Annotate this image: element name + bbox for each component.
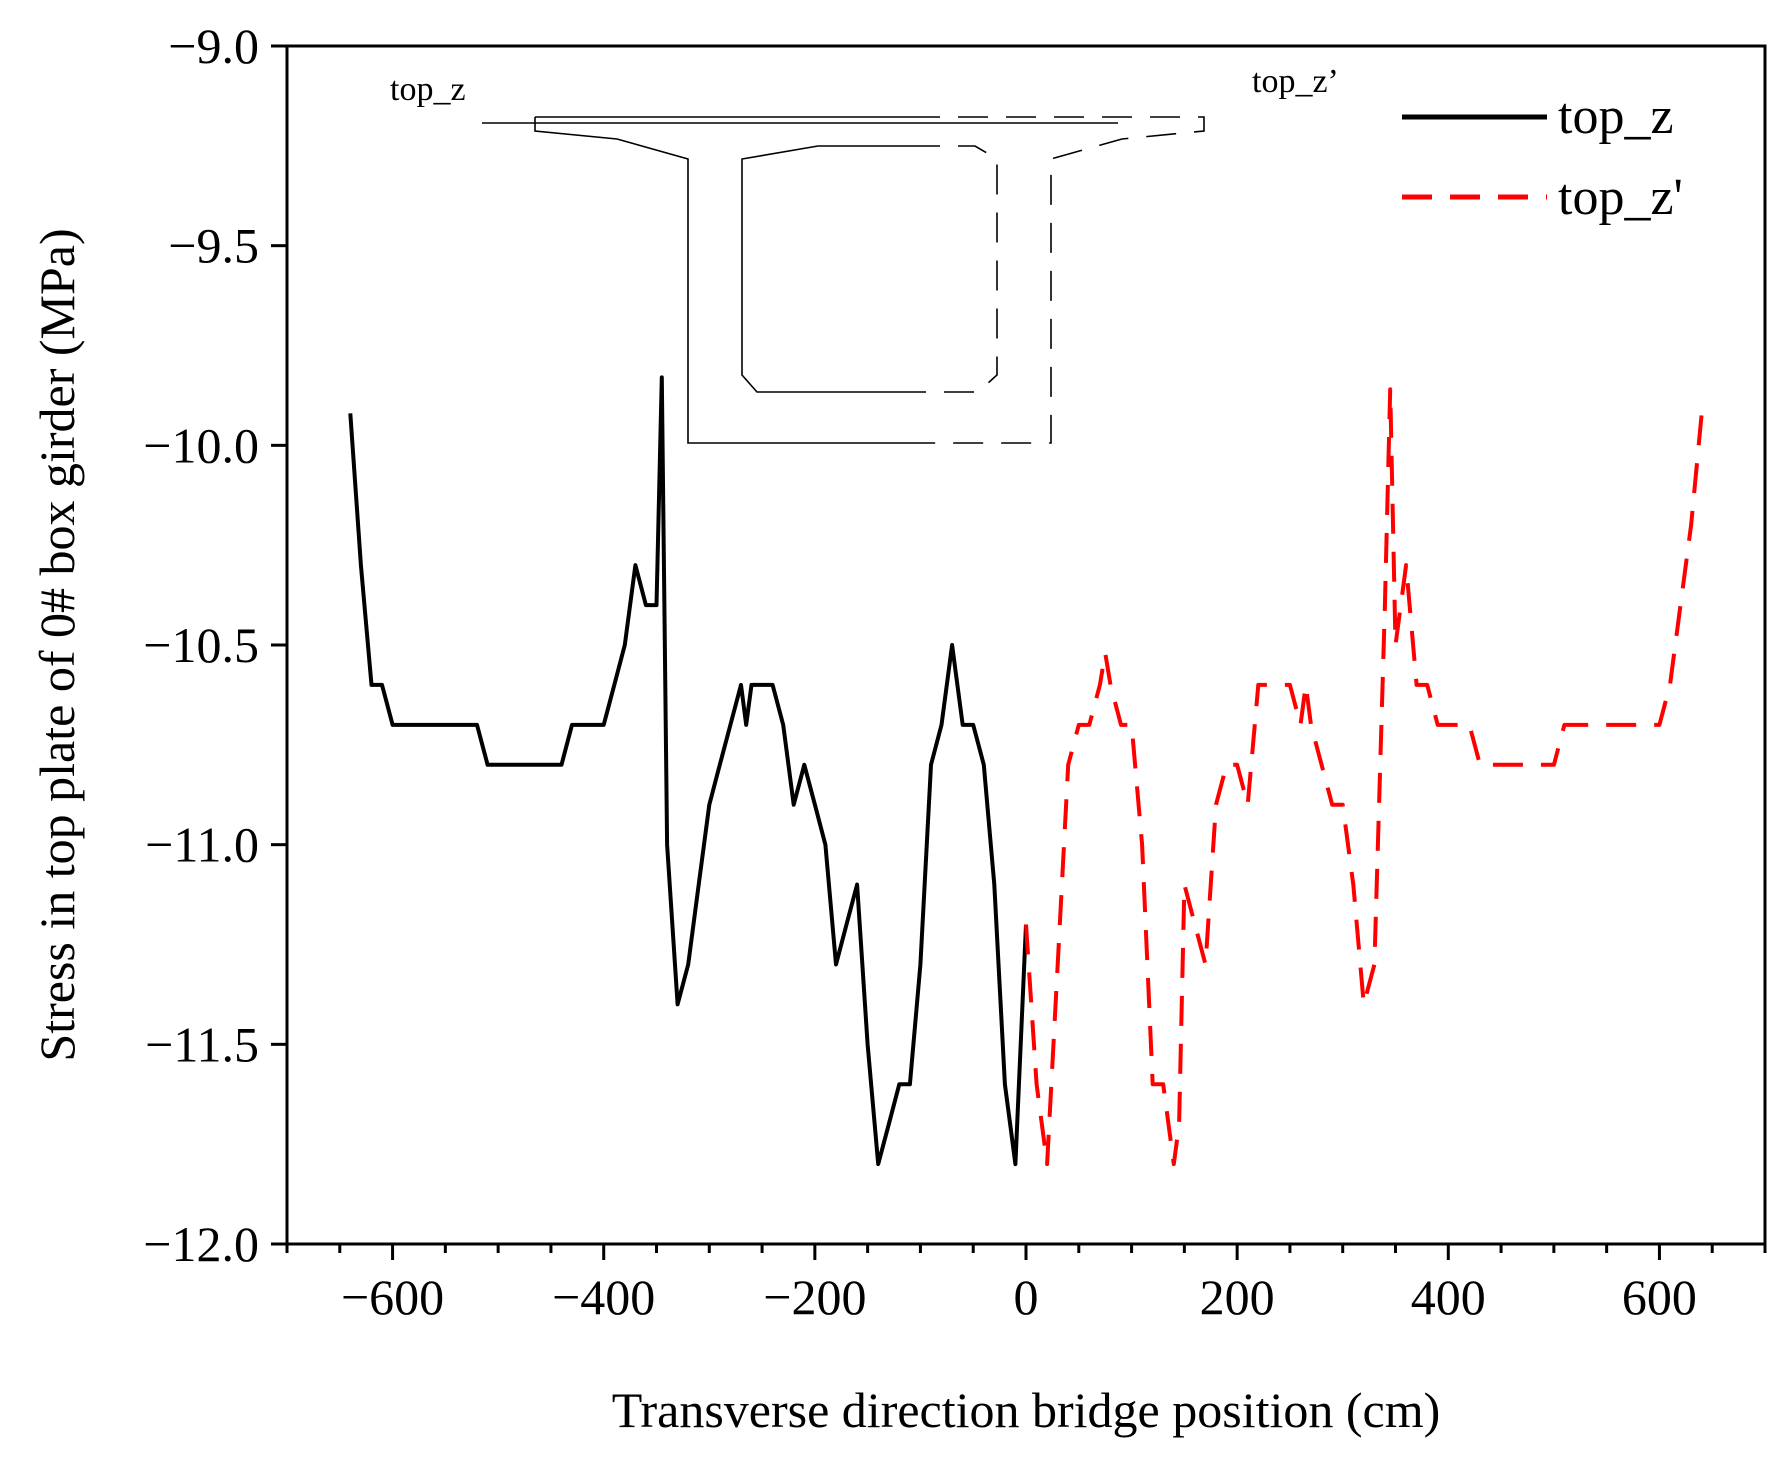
x-tick-label: 200 [1200,1269,1275,1325]
cross-section-inset: top_z top_z’ [390,63,1339,444]
x-tick-label: 400 [1411,1269,1486,1325]
inset-label-right: top_z’ [1252,63,1339,100]
series-layer [348,375,1704,1167]
inset-dashed-half [910,116,1205,444]
legend: top_z top_z' [1402,88,1683,226]
legend-label-top-z-prime: top_z' [1558,169,1683,226]
y-axis: −9.0 −9.5 −10.0 −10.5 −11.0 −11.5 −12.0 [143,18,287,1272]
plot-frame [285,44,1767,1246]
inset-label-left: top_z [390,71,466,108]
x-axis-title: Transverse direction bridge position (cm… [612,1382,1441,1438]
y-tick-label: −9.5 [168,218,259,274]
legend-label-top-z: top_z [1558,88,1674,145]
y-tick-label: −9.0 [168,18,259,74]
y-axis-title: Stress in top plate of 0# box girder (MP… [29,228,85,1061]
y-tick-label: −10.0 [143,417,259,473]
x-tick-label: −400 [552,1269,655,1325]
inset-solid-half [482,116,1118,444]
y-tick-label: −11.5 [145,1016,259,1072]
x-tick-label: 600 [1622,1269,1697,1325]
y-tick-label: −10.5 [143,617,259,673]
series-line-top-z-prime [1024,387,1704,1167]
x-tick-label: −600 [341,1269,444,1325]
series-line-top-z [348,375,1028,1167]
y-tick-label: −12.0 [143,1216,259,1272]
y-tick-label: −11.0 [145,817,259,873]
x-axis: −600 −400 −200 0 200 400 600 [285,1244,1767,1325]
x-tick-label: −200 [763,1269,866,1325]
x-tick-label: 0 [1014,1269,1039,1325]
